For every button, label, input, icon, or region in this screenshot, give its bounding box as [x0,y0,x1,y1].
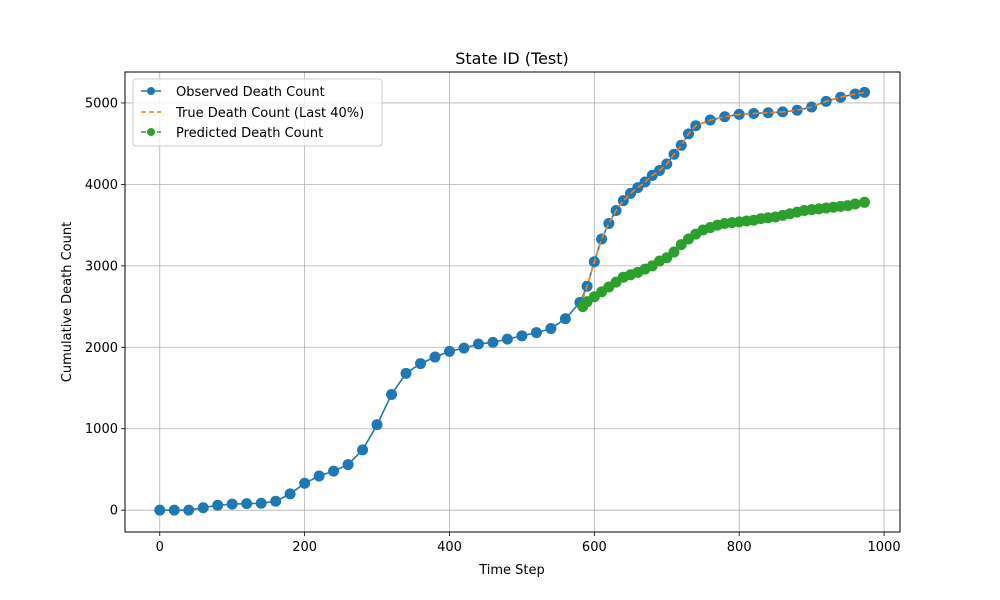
data-point-observed [545,323,557,335]
y-tick-label: 2000 [85,341,118,356]
data-point-observed [501,333,513,345]
data-point-observed [154,504,166,516]
data-point-observed [328,465,340,477]
data-point-observed [168,504,180,516]
data-point-observed [415,358,427,370]
data-point-observed [603,217,615,229]
x-tick-label: 400 [437,540,462,555]
legend-label-true: True Death Count (Last 40%) [175,106,364,121]
data-point-observed [342,459,354,471]
data-point-observed [241,498,253,510]
data-point-observed [762,107,774,119]
data-point-observed [530,327,542,339]
data-point-observed [791,104,803,116]
tick-layer: 0 200 400 600 800 1000 0 1000 2000 3000 4000 5000 [85,96,901,555]
y-tick-label: 0 [110,504,118,519]
data-point-observed [849,88,861,100]
data-point-predicted [859,196,871,208]
data-point-observed [487,336,499,348]
legend-marker-predicted [147,128,155,136]
legend-entry-true: True Death Count (Last 40%) [141,106,364,121]
data-point-observed [371,419,383,431]
x-tick-label: 600 [582,540,607,555]
data-point-observed [255,497,267,509]
chart-title: State ID (Test) [455,49,569,68]
grid-layer [125,72,900,532]
x-tick-label: 800 [727,540,752,555]
data-point-observed [443,345,455,357]
data-point-observed [516,330,528,342]
data-point-observed [270,495,282,507]
x-tick-label: 0 [156,540,164,555]
legend-marker-observed [147,87,155,95]
y-tick-label: 3000 [85,259,118,274]
legend-label-observed: Observed Death Count [176,85,325,100]
series-true [582,91,865,299]
data-point-observed [313,470,325,482]
y-tick-label: 5000 [85,96,118,111]
data-point-predicted [849,198,861,210]
data-point-observed [197,502,209,514]
data-point-observed [183,504,195,516]
data-point-observed [472,338,484,350]
data-point-observed [559,313,571,325]
data-point-observed [859,86,871,98]
data-point-observed [212,499,224,511]
x-axis-title: Time Step [478,563,545,578]
y-tick-label: 1000 [85,422,118,437]
x-tick-label: 200 [292,540,317,555]
data-point-observed [226,498,238,510]
y-axis-title: Cumulative Death Count [60,222,75,382]
series-layer [154,86,871,516]
legend: Observed Death Count True Death Count (L… [132,78,383,147]
legend-entry-observed: Observed Death Count [141,85,325,100]
data-point-observed [719,111,731,123]
series-line-observed [159,91,865,512]
data-point-observed [429,351,441,363]
legend-entry-predicted: Predicted Death Count [141,126,323,141]
data-point-observed [386,389,398,401]
plot-frame [124,71,901,533]
data-point-observed [284,488,296,500]
data-point-observed [400,367,412,379]
data-point-observed [458,342,470,354]
y-tick-label: 4000 [85,178,118,193]
x-tick-label: 1000 [868,540,901,555]
data-point-observed [357,444,369,456]
legend-box [132,78,383,147]
data-point-predicted [668,246,680,258]
series-predicted [577,196,871,313]
data-point-observed [299,477,311,489]
legend-label-predicted: Predicted Death Count [176,126,323,141]
series-line-true [582,91,865,299]
data-point-observed [596,233,608,245]
